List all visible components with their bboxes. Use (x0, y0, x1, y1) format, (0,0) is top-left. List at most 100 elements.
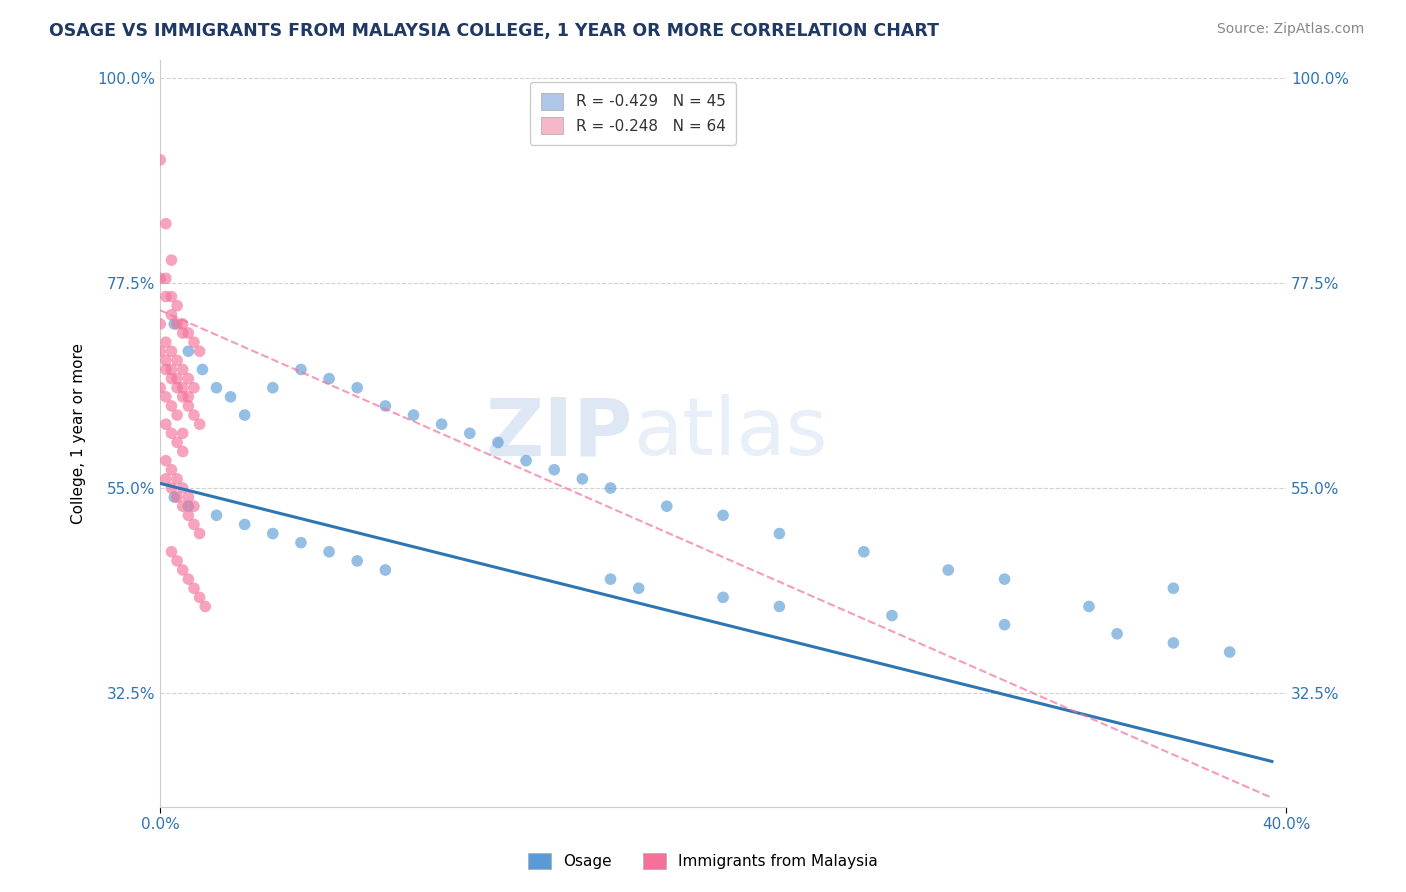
Point (177, 344, 200, 359)
Point (155, 289, 177, 303)
Point (172, 481, 194, 495)
Point (166, 435, 188, 450)
Point (1219, 645, 1241, 659)
Point (205, 508, 228, 523)
Point (160, 426, 183, 441)
Point (172, 317, 194, 331)
Point (233, 517, 256, 532)
Point (166, 371, 188, 385)
Point (155, 453, 177, 467)
Point (149, 271, 172, 285)
Point (711, 591, 734, 605)
Legend: R = -0.429   N = 45, R = -0.248   N = 64: R = -0.429 N = 45, R = -0.248 N = 64 (530, 82, 737, 145)
Text: atlas: atlas (633, 394, 827, 472)
Point (936, 563, 959, 577)
Point (172, 499, 194, 513)
Point (627, 581, 650, 595)
Point (188, 417, 211, 432)
Point (160, 399, 183, 413)
Point (160, 289, 183, 303)
Point (149, 381, 172, 395)
Point (1107, 627, 1129, 641)
Point (188, 591, 211, 605)
Point (166, 554, 188, 568)
Point (172, 381, 194, 395)
Point (177, 371, 200, 385)
Text: Source: ZipAtlas.com: Source: ZipAtlas.com (1216, 22, 1364, 37)
Point (458, 426, 481, 441)
Point (374, 399, 396, 413)
Point (1163, 581, 1185, 595)
Point (177, 508, 200, 523)
Point (219, 390, 242, 404)
Point (177, 490, 200, 504)
Point (166, 408, 188, 422)
Point (177, 326, 200, 340)
Point (160, 344, 183, 359)
Point (160, 308, 183, 322)
Point (290, 362, 312, 376)
Point (543, 463, 565, 477)
Point (262, 381, 284, 395)
Point (346, 381, 368, 395)
Point (149, 344, 172, 359)
Point (172, 444, 194, 458)
Point (155, 362, 177, 376)
Point (599, 481, 621, 495)
Text: ZIP: ZIP (486, 394, 633, 472)
Point (183, 499, 205, 513)
Point (166, 490, 188, 504)
Y-axis label: College, 1 year or more: College, 1 year or more (72, 343, 86, 524)
Point (194, 599, 217, 614)
Point (160, 362, 183, 376)
Legend: Osage, Immigrants from Malaysia: Osage, Immigrants from Malaysia (522, 847, 884, 875)
Point (155, 390, 177, 404)
Point (346, 554, 368, 568)
Point (183, 335, 205, 350)
Point (172, 362, 194, 376)
Point (160, 253, 183, 268)
Point (160, 371, 183, 385)
Point (166, 299, 188, 313)
Point (374, 563, 396, 577)
Point (160, 545, 183, 559)
Point (172, 426, 194, 441)
Point (166, 472, 188, 486)
Point (166, 317, 188, 331)
Point (155, 271, 177, 285)
Point (166, 381, 188, 395)
Point (149, 153, 172, 167)
Point (172, 563, 194, 577)
Point (166, 353, 188, 368)
Point (155, 353, 177, 368)
Point (880, 608, 903, 623)
Point (183, 581, 205, 595)
Point (290, 535, 312, 549)
Point (155, 417, 177, 432)
Point (177, 390, 200, 404)
Point (262, 526, 284, 541)
Point (768, 599, 790, 614)
Point (177, 572, 200, 586)
Point (183, 381, 205, 395)
Point (177, 499, 200, 513)
Point (1078, 599, 1101, 614)
Point (172, 390, 194, 404)
Text: OSAGE VS IMMIGRANTS FROM MALAYSIA COLLEGE, 1 YEAR OR MORE CORRELATION CHART: OSAGE VS IMMIGRANTS FROM MALAYSIA COLLEG… (49, 22, 939, 40)
Point (430, 417, 453, 432)
Point (160, 481, 183, 495)
Point (993, 617, 1015, 632)
Point (188, 344, 211, 359)
Point (183, 408, 205, 422)
Point (155, 335, 177, 350)
Point (655, 499, 678, 513)
Point (571, 472, 593, 486)
Point (233, 408, 256, 422)
Point (402, 408, 425, 422)
Point (177, 399, 200, 413)
Point (852, 545, 875, 559)
Point (1163, 636, 1185, 650)
Point (205, 381, 228, 395)
Point (155, 472, 177, 486)
Point (486, 435, 509, 450)
